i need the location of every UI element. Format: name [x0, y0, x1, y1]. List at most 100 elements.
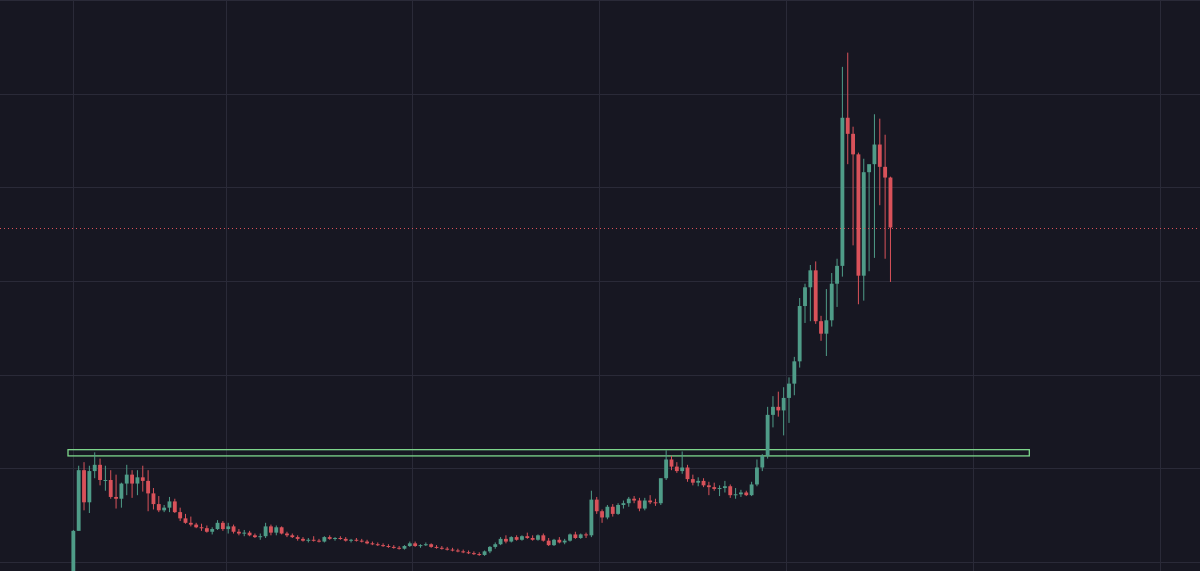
candle — [589, 490, 594, 538]
candle — [247, 530, 252, 537]
candle-body-down — [541, 535, 546, 541]
candle — [552, 538, 556, 547]
candle — [482, 550, 487, 556]
candle — [803, 283, 807, 323]
candle — [664, 450, 669, 480]
candle — [450, 547, 455, 552]
candle-body-down — [146, 480, 151, 494]
candle-body-down — [301, 538, 305, 541]
candle-body-up — [824, 320, 829, 334]
candle-body-up — [552, 539, 556, 546]
candle-body-down — [450, 549, 455, 551]
candle-body-up — [787, 383, 791, 398]
candle — [71, 529, 76, 571]
candle — [712, 482, 717, 491]
candle-body-up — [493, 544, 498, 547]
candle — [359, 538, 364, 543]
candle — [487, 546, 492, 554]
candle-body-up — [349, 539, 353, 541]
candle-body-up — [418, 545, 423, 547]
candle-body-up — [733, 494, 738, 496]
candle-body-down — [140, 477, 145, 481]
candle-body-down — [706, 485, 711, 488]
candle-body-up — [840, 117, 845, 266]
candle — [626, 496, 631, 507]
candle-body-up — [664, 459, 669, 479]
candle — [285, 531, 289, 538]
candle — [338, 536, 343, 540]
candle-body-up — [765, 414, 770, 456]
candle — [840, 66, 845, 277]
candle-body-down — [845, 117, 850, 134]
candle-body-up — [167, 501, 172, 508]
candle — [407, 541, 412, 547]
candle-body-up — [739, 492, 743, 495]
candle — [279, 526, 284, 535]
candle-body-up — [124, 474, 129, 484]
candle — [642, 497, 647, 511]
candle — [82, 462, 86, 511]
candle — [253, 533, 257, 538]
candle-body-up — [722, 486, 727, 489]
candle — [327, 535, 332, 540]
candle-body-down — [220, 522, 225, 530]
candle — [301, 537, 305, 542]
candle-body-up — [755, 467, 759, 485]
candle — [573, 531, 578, 539]
candle-body-down — [285, 533, 289, 536]
candle — [167, 496, 172, 513]
candle — [744, 490, 749, 497]
candle-body-down — [851, 133, 855, 155]
candle — [124, 464, 129, 496]
candle — [375, 542, 380, 547]
candle-body-down — [466, 552, 471, 554]
candle-body-up — [696, 480, 701, 483]
candle-body-up — [803, 287, 807, 307]
candle — [616, 503, 621, 515]
candle — [605, 504, 610, 520]
candle-body-up — [872, 144, 877, 165]
candle-body-down — [269, 526, 273, 533]
candle — [423, 542, 428, 547]
candle — [87, 465, 92, 514]
candle — [867, 164, 872, 272]
candle-body-down — [386, 546, 391, 548]
candle — [445, 546, 450, 551]
candle-body-down — [317, 540, 321, 542]
candle-body-down — [461, 551, 466, 553]
candle — [439, 546, 444, 550]
candle-body-down — [82, 470, 86, 503]
candle-body-down — [744, 492, 749, 496]
candle-body-down — [701, 480, 706, 486]
candle-body-down — [712, 487, 717, 489]
candle — [140, 465, 145, 492]
candle-body-down — [290, 535, 295, 538]
candle-body-down — [178, 512, 183, 519]
candle — [188, 516, 193, 527]
candle-body-up — [87, 471, 92, 503]
candle-body-down — [600, 511, 604, 518]
candle — [226, 522, 231, 534]
candle — [648, 495, 653, 505]
candle — [781, 387, 786, 436]
candle-body-down — [391, 546, 396, 548]
candle-body-down — [477, 554, 482, 556]
candle-body-down — [108, 479, 113, 497]
candle-body-down — [594, 499, 599, 512]
candle — [461, 549, 466, 554]
candle — [386, 544, 391, 548]
candle-body-up — [487, 546, 492, 552]
candle — [317, 538, 321, 543]
candle — [765, 406, 770, 459]
candle — [343, 537, 348, 542]
candle — [172, 498, 177, 514]
candle — [418, 544, 423, 548]
candle — [119, 482, 124, 508]
resistance-zone-box[interactable] — [67, 449, 1030, 457]
candle — [354, 537, 359, 542]
candle — [546, 537, 551, 547]
candle — [477, 552, 482, 556]
candle-body-down — [674, 466, 679, 472]
